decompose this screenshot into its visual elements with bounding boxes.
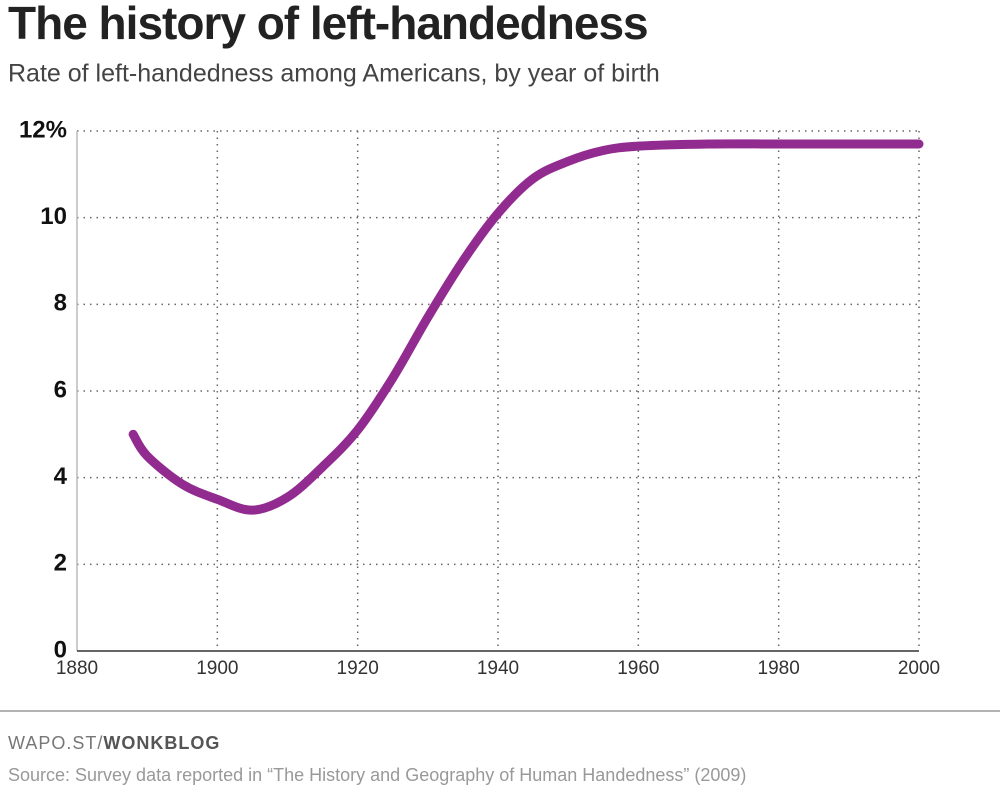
y-tick-label: 12% [19,116,67,143]
y-tick-label: 4 [54,463,68,490]
chart-title: The history of left-handedness [8,0,648,49]
x-tick-label: 2000 [898,658,940,679]
y-tick-label: 10 [40,203,67,230]
x-tick-label: 1900 [196,658,238,679]
footer-brand: WAPO.ST/WONKBLOG [8,733,220,753]
x-tick-label: 1920 [337,658,379,679]
x-tick-label: 1940 [477,658,519,679]
y-tick-label: 8 [54,290,67,317]
y-tick-label: 2 [54,550,67,577]
y-tick-label: 0 [54,636,67,663]
data-line [128,139,924,515]
x-tick-label: 1960 [617,658,659,679]
x-tick-label: 1980 [758,658,800,679]
footer-source: Source: Survey data reported in “The His… [8,765,746,785]
x-tick-label: 1880 [56,658,98,679]
chart-subtitle: Rate of left-handedness among Americans,… [8,60,660,88]
y-tick-label: 6 [54,376,67,403]
